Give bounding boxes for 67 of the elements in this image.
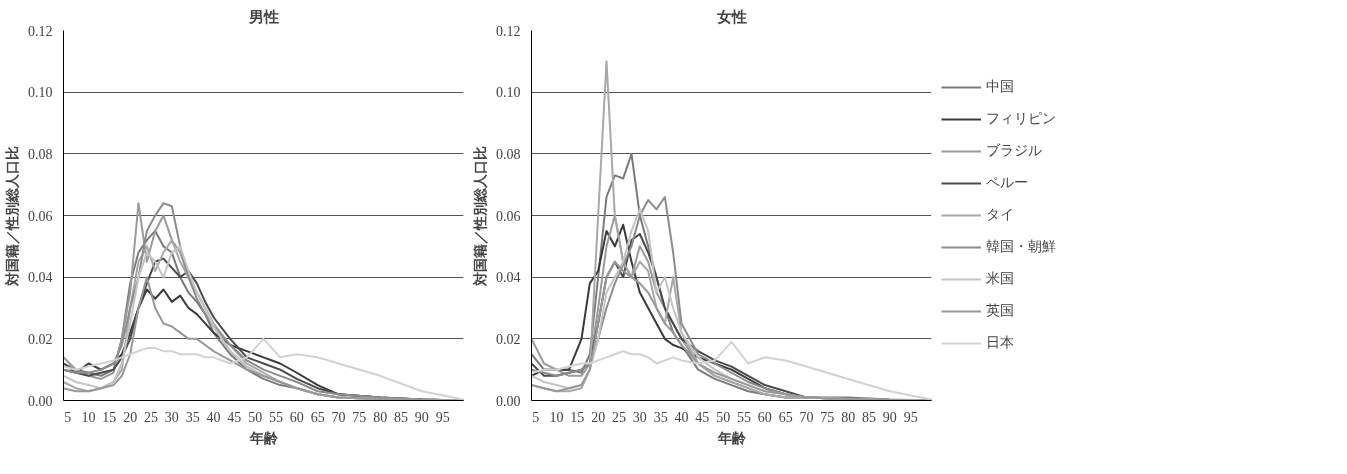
x-tick-label: 35	[653, 409, 668, 425]
y-tick-label: 0.08	[28, 146, 53, 162]
x-tick-label: 10	[549, 409, 564, 425]
y-tick-label: 0.10	[496, 85, 521, 101]
y-tick-label: 0.02	[496, 331, 521, 347]
x-tick-label: 75	[352, 409, 367, 425]
y-tick-label: 0.12	[496, 23, 521, 39]
legend-label: 日本	[986, 334, 1014, 352]
x-tick-label: 20	[123, 409, 138, 425]
y-tick-label: 0.10	[28, 85, 53, 101]
legend-label: 英国	[986, 302, 1014, 320]
chart-title: 男性	[247, 7, 279, 26]
x-tick-label: 95	[435, 409, 450, 425]
y-tick-label: 0.04	[28, 270, 53, 286]
x-tick-label: 70	[799, 409, 814, 425]
x-tick-label: 50	[248, 409, 263, 425]
x-tick-label: 40	[206, 409, 221, 425]
y-tick-label: 0.00	[28, 393, 53, 409]
x-tick-label: 50	[716, 409, 731, 425]
x-tick-label: 55	[269, 409, 283, 425]
legend-label: タイ	[986, 206, 1014, 224]
x-tick-label: 80	[841, 409, 856, 425]
legend-label: 米国	[986, 270, 1014, 288]
x-tick-label: 60	[289, 409, 304, 425]
legend-label: ブラジル	[986, 142, 1042, 160]
y-tick-label: 0.06	[28, 208, 53, 224]
x-tick-label: 10	[81, 409, 96, 425]
x-tick-label: 85	[862, 409, 876, 425]
chart-title: 女性	[715, 7, 747, 26]
x-tick-label: 95	[903, 409, 918, 425]
x-tick-label: 25	[144, 409, 158, 425]
x-axis-title: 年齢	[716, 429, 747, 446]
x-tick-label: 20	[591, 409, 606, 425]
x-tick-label: 25	[612, 409, 626, 425]
x-tick-label: 65	[310, 409, 325, 425]
x-tick-label: 55	[737, 409, 751, 425]
y-tick-label: 0.02	[28, 331, 53, 347]
legend-label: 中国	[986, 78, 1014, 96]
legend-label: フィリピン	[986, 110, 1056, 128]
legend-label: 韓国・朝鮮	[986, 238, 1056, 256]
x-tick-label: 30	[164, 409, 179, 425]
x-tick-label: 65	[778, 409, 793, 425]
x-tick-label: 45	[695, 409, 710, 425]
y-tick-label: 0.00	[496, 393, 521, 409]
legend-label: ペルー	[986, 174, 1028, 192]
x-tick-label: 30	[632, 409, 647, 425]
x-axis-title: 年齢	[248, 429, 279, 446]
x-tick-label: 80	[373, 409, 388, 425]
x-tick-label: 5	[64, 409, 72, 425]
y-tick-label: 0.04	[496, 270, 521, 286]
y-axis-title: 対国籍／性別総人口比	[472, 145, 488, 287]
x-tick-label: 15	[570, 409, 585, 425]
x-tick-label: 90	[414, 409, 429, 425]
y-tick-label: 0.08	[496, 146, 521, 162]
x-tick-label: 35	[185, 409, 200, 425]
x-tick-label: 90	[882, 409, 897, 425]
x-tick-label: 60	[757, 409, 772, 425]
x-tick-label: 40	[674, 409, 689, 425]
x-tick-label: 70	[331, 409, 346, 425]
x-tick-label: 5	[532, 409, 540, 425]
x-tick-label: 75	[820, 409, 835, 425]
y-tick-label: 0.06	[496, 208, 521, 224]
y-axis-title: 対国籍／性別総人口比	[4, 145, 20, 287]
y-tick-label: 0.12	[28, 23, 53, 39]
x-tick-label: 45	[227, 409, 242, 425]
x-tick-label: 85	[394, 409, 408, 425]
x-tick-label: 15	[102, 409, 117, 425]
